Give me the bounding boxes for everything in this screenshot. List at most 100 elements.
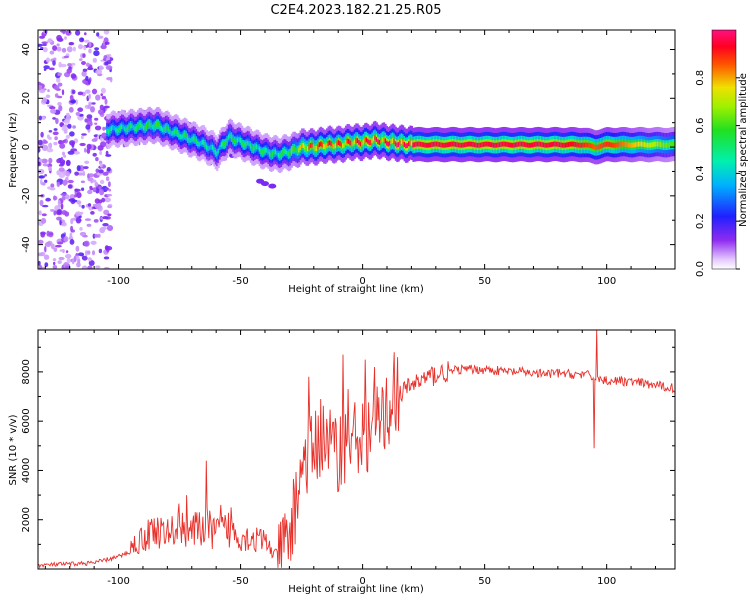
ridge-cell	[387, 141, 390, 147]
noise-speckle	[86, 223, 92, 227]
noise-speckle	[44, 174, 47, 177]
ridge-cell	[220, 142, 223, 148]
ridge-cell	[154, 123, 157, 129]
ridge-cell	[277, 152, 280, 158]
noise-speckle	[92, 187, 97, 193]
ridge-cell	[118, 127, 121, 133]
noise-speckle	[105, 246, 113, 251]
noise-speckle	[59, 219, 62, 226]
noise-speckle	[62, 125, 67, 129]
noise-speckle	[56, 43, 60, 47]
ridge-cell	[125, 127, 128, 133]
noise-speckle	[38, 252, 43, 257]
noise-speckle	[103, 256, 110, 260]
spectrogram-ticks: -100 -50 0 50 100 -40 -20 0 20 40	[21, 30, 675, 287]
ridge-cell	[244, 142, 247, 148]
ridge-cell	[216, 151, 219, 157]
ridge-cell	[266, 147, 269, 153]
noise-speckle	[46, 57, 50, 63]
ridge-cell	[317, 144, 320, 150]
noise-speckle	[103, 105, 110, 109]
ridge-cell	[561, 142, 564, 148]
ridge-cell	[219, 144, 222, 150]
noise-speckle	[73, 151, 80, 155]
noise-speckle	[79, 58, 83, 61]
ridge-cell	[293, 146, 296, 152]
noise-speckle	[63, 154, 67, 158]
spectrogram-y-axis-label: Frequency (Hz)	[8, 112, 19, 188]
noise-speckle	[70, 73, 77, 79]
ridge-cell	[144, 125, 147, 131]
ridge-cell	[656, 141, 659, 147]
ridge-cell	[484, 141, 487, 147]
y-tick-label: 40	[21, 43, 32, 56]
noise-speckle	[56, 34, 62, 42]
ridge-cell	[362, 139, 365, 145]
noise-speckle	[38, 264, 43, 269]
noise-speckle	[55, 244, 62, 248]
ridge-cell	[226, 138, 229, 144]
colorbar-ticks: 0.0 0.2 0.4 0.6 0.8	[695, 70, 740, 277]
ridge-cell	[498, 142, 501, 148]
ridge-cell	[153, 124, 156, 130]
noise-speckle	[102, 40, 106, 46]
noise-speckle	[41, 97, 48, 104]
ridge-cell	[659, 142, 662, 147]
noise-speckle	[84, 218, 92, 222]
noise-speckle	[101, 95, 107, 100]
ridge-cell	[339, 140, 342, 146]
noise-speckle	[90, 240, 97, 245]
ridge-cell	[596, 144, 599, 150]
ridge-cell	[267, 149, 270, 155]
ridge-cell	[396, 142, 399, 148]
ridge-cell	[185, 133, 188, 139]
ridge-cell	[572, 141, 575, 147]
ridge-cell	[222, 141, 225, 147]
ridge-cell	[286, 150, 289, 156]
noise-speckle	[256, 178, 265, 184]
noise-speckle	[103, 266, 110, 269]
noise-speckle	[96, 172, 103, 176]
ridge-cell	[225, 140, 228, 146]
noise-speckle	[50, 243, 55, 250]
ridge-cell	[478, 142, 481, 148]
ridge-cell	[658, 141, 661, 147]
noise-speckle	[84, 160, 90, 164]
noise-speckle	[90, 106, 95, 113]
ridge-cell	[116, 128, 119, 134]
ridge-cell	[182, 133, 185, 139]
noise-speckle	[42, 204, 49, 208]
snr-series-line	[38, 330, 675, 569]
ridge-cell	[469, 141, 472, 147]
noise-speckle	[38, 239, 44, 245]
ridge-cell	[134, 126, 137, 132]
ridge-cell	[301, 143, 304, 148]
ridge-cell	[610, 142, 613, 148]
ridge-cell	[633, 142, 636, 148]
noise-speckle	[65, 134, 70, 139]
ridge-cell	[670, 142, 673, 147]
ridge-cell	[514, 142, 517, 148]
noise-speckle	[81, 265, 88, 269]
ridge-cell	[157, 121, 160, 127]
noise-speckle	[43, 254, 50, 260]
noise-speckle	[88, 260, 95, 266]
noise-speckle	[98, 65, 104, 71]
ridge-cell	[673, 141, 675, 147]
ridge-cell	[579, 142, 582, 148]
noise-speckle	[104, 197, 111, 203]
ridge-cell	[255, 144, 258, 150]
noise-speckle	[73, 255, 77, 262]
noise-speckle	[75, 111, 81, 116]
noise-speckle	[69, 232, 73, 239]
noise-speckle	[100, 93, 103, 97]
noise-speckle	[101, 197, 106, 203]
ridge-cell	[553, 141, 556, 147]
ridge-cell	[188, 137, 191, 143]
noise-speckle	[71, 258, 75, 265]
noise-speckle	[79, 142, 86, 147]
noise-speckle	[48, 157, 53, 164]
ridge-cell	[309, 143, 312, 148]
ridge-cell	[368, 140, 371, 145]
noise-speckle	[54, 136, 58, 141]
